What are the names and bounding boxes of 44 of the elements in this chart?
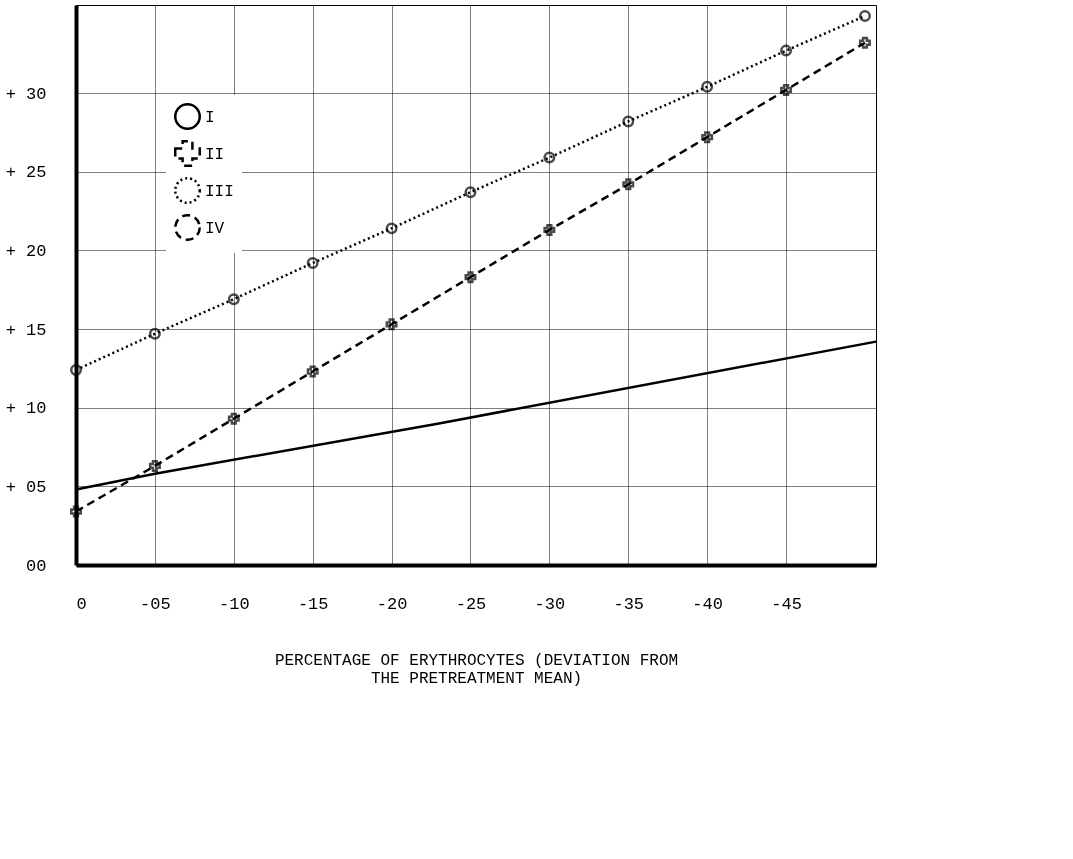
x-tick-label: -30: [534, 594, 566, 614]
point: [622, 178, 635, 191]
point: [70, 363, 82, 376]
point: [701, 80, 714, 93]
point: [622, 115, 635, 128]
legend-label: I: [205, 108, 215, 127]
point: [543, 151, 556, 164]
legend-label: IV: [205, 219, 225, 238]
x-tick-label: -45: [771, 594, 802, 614]
point: [227, 412, 240, 425]
point: [543, 223, 556, 236]
y-tick-label: + 25: [5, 163, 47, 183]
x-tick-label: -05: [140, 594, 171, 614]
point: [858, 10, 871, 22]
point: [780, 44, 793, 57]
point: [701, 131, 714, 144]
y-tick-label: + 30: [5, 84, 47, 104]
x-tick-label: -40: [692, 594, 723, 614]
point: [385, 318, 398, 331]
point: [227, 293, 240, 306]
x-tick-label: 0: [76, 594, 87, 614]
x-tick-label: -25: [455, 594, 487, 614]
point: [70, 505, 82, 518]
x-tick-label: -10: [218, 594, 250, 614]
point: [306, 256, 319, 269]
x-tick-label: -35: [613, 594, 645, 614]
point: [306, 365, 319, 378]
x-tick-label: -15: [297, 594, 329, 614]
point: [464, 271, 477, 284]
point: [464, 186, 477, 199]
y-tick-label: + 15: [5, 320, 47, 340]
y-tick-label: 00: [26, 556, 47, 576]
point: [148, 459, 161, 472]
y-tick-label: + 10: [5, 399, 47, 419]
legend-label: II: [205, 145, 225, 164]
point: [780, 83, 793, 96]
point: [385, 222, 398, 235]
x-axis-title: PERCENTAGE OF ERYTHROCYTES (DEVIATION FROM THE PRETREATMENT MEAN): [274, 651, 679, 688]
y-tick-label: + 05: [5, 477, 47, 497]
x-tick-label: -20: [376, 594, 408, 614]
point: [858, 36, 871, 49]
point: [148, 327, 161, 340]
legend-label: III: [205, 182, 234, 201]
y-tick-label: + 20: [5, 241, 47, 261]
